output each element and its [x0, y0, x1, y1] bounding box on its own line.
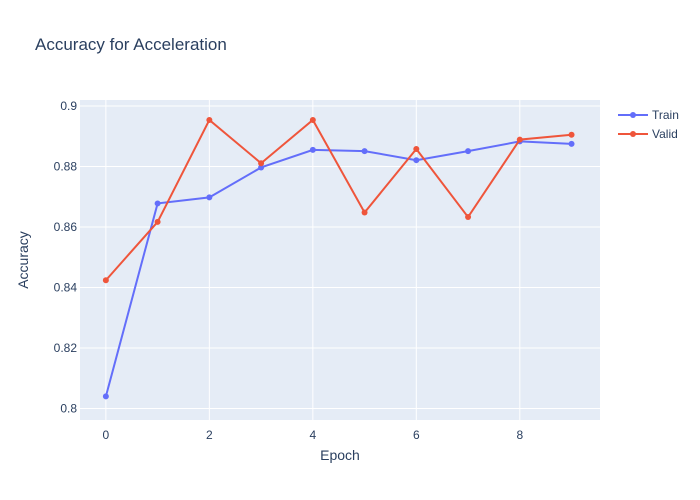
y-tick-label: 0.88	[54, 160, 78, 174]
series-layer	[102, 116, 575, 400]
legend[interactable]: Train Valid	[618, 108, 679, 141]
series-line-train	[104, 140, 572, 397]
x-tick-label: 4	[309, 428, 316, 442]
y-tick-label: 0.82	[54, 341, 78, 355]
x-tick-label: 2	[206, 428, 213, 442]
data-point-valid[interactable]	[516, 136, 523, 143]
data-point-valid[interactable]	[568, 131, 575, 138]
legend-swatch-marker	[630, 112, 636, 118]
data-point-train[interactable]	[413, 157, 420, 164]
data-point-valid[interactable]	[361, 209, 368, 216]
data-point-valid[interactable]	[465, 214, 472, 221]
data-point-train[interactable]	[568, 140, 575, 147]
x-tick-label: 0	[103, 428, 110, 442]
legend-item-train[interactable]: Train	[618, 108, 679, 122]
data-point-train[interactable]	[361, 148, 368, 155]
chart-title: Accuracy for Acceleration	[35, 35, 227, 54]
series-valid	[102, 116, 575, 284]
y-tick-label: 0.84	[54, 281, 78, 295]
data-point-train[interactable]	[258, 164, 265, 171]
x-tick-label: 8	[516, 428, 523, 442]
data-point-train[interactable]	[309, 146, 316, 153]
data-point-train[interactable]	[102, 393, 109, 400]
data-point-train[interactable]	[154, 200, 161, 207]
y-tick-label: 0.86	[54, 220, 78, 234]
series-train	[102, 138, 575, 400]
y-tick-label: 0.9	[60, 99, 77, 113]
data-point-valid[interactable]	[102, 277, 109, 284]
data-point-valid[interactable]	[309, 116, 316, 123]
x-axis-label: Epoch	[320, 447, 360, 463]
legend-swatch-marker	[630, 131, 636, 137]
legend-label: Train	[652, 108, 679, 122]
y-tick-label: 0.8	[60, 402, 77, 416]
data-point-valid[interactable]	[206, 116, 213, 123]
data-point-train[interactable]	[206, 194, 213, 201]
data-point-train[interactable]	[465, 148, 472, 155]
data-point-valid[interactable]	[413, 145, 420, 152]
data-point-valid[interactable]	[154, 218, 161, 225]
grid-lines	[80, 100, 600, 420]
plot-area	[80, 100, 600, 420]
x-tick-label: 6	[413, 428, 420, 442]
y-axis-label: Accuracy	[15, 231, 31, 289]
data-point-valid[interactable]	[258, 160, 265, 167]
legend-item-valid[interactable]: Valid	[618, 127, 678, 141]
tick-labels: 0 2 4 6 8 0.8 0.82 0.84 0.86 0.88 0.9	[54, 99, 524, 442]
legend-label: Valid	[652, 127, 678, 141]
series-line-valid	[105, 118, 572, 281]
